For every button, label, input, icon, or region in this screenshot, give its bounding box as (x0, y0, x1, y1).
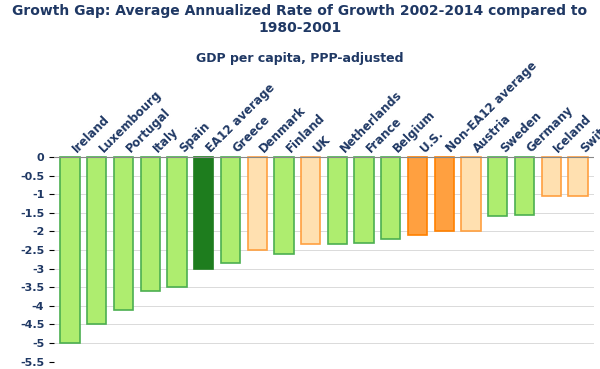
Bar (61, 157, 80, 343)
Bar (568, 157, 587, 196)
Text: Non-EA12 average: Non-EA12 average (444, 59, 540, 155)
Bar (221, 157, 240, 263)
Bar (248, 157, 267, 250)
Bar (355, 157, 374, 242)
Text: Germany: Germany (524, 104, 576, 155)
Bar (274, 157, 293, 254)
Text: EA12 average: EA12 average (204, 81, 278, 155)
Bar (408, 157, 427, 235)
Text: UK: UK (311, 132, 333, 155)
Bar (542, 157, 561, 196)
Text: Portugal: Portugal (124, 106, 173, 155)
Text: Greece: Greece (230, 113, 272, 155)
Text: Austria: Austria (471, 112, 514, 155)
Text: Netherlands: Netherlands (337, 88, 404, 155)
Text: Denmark: Denmark (257, 104, 308, 155)
Text: Growth Gap: Average Annualized Rate of Growth 2002-2014 compared to
1980-2001: Growth Gap: Average Annualized Rate of G… (13, 4, 587, 35)
Bar (328, 157, 347, 244)
Text: Italy: Italy (150, 125, 181, 155)
Text: Switzerland: Switzerland (578, 90, 600, 155)
Text: France: France (364, 114, 405, 155)
Bar (461, 157, 481, 231)
Text: U.S.: U.S. (418, 127, 446, 155)
Text: Finland: Finland (284, 111, 328, 155)
Text: Sweden: Sweden (498, 109, 544, 155)
Bar (114, 157, 133, 310)
Text: Belgium: Belgium (391, 108, 438, 155)
Bar (488, 157, 508, 217)
Bar (140, 157, 160, 291)
Bar (301, 157, 320, 244)
Bar (167, 157, 187, 287)
Bar (515, 157, 534, 215)
Text: Ireland: Ireland (70, 113, 112, 155)
Text: GDP per capita, PPP-adjusted: GDP per capita, PPP-adjusted (196, 52, 404, 65)
Bar (87, 157, 106, 324)
Bar (434, 157, 454, 231)
Bar (194, 157, 214, 269)
Text: Luxembourg: Luxembourg (97, 87, 164, 155)
Bar (381, 157, 400, 239)
Text: Iceland: Iceland (551, 112, 595, 155)
Text: Spain: Spain (177, 120, 212, 155)
